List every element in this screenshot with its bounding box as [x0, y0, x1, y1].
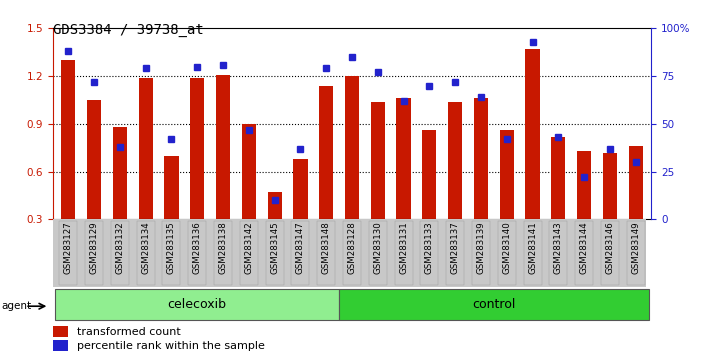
Text: control: control: [472, 298, 515, 311]
Bar: [422, 130, 436, 267]
FancyBboxPatch shape: [498, 221, 516, 285]
Bar: [551, 137, 565, 267]
Bar: [56, 289, 339, 320]
Text: GSM283139: GSM283139: [477, 222, 486, 274]
FancyBboxPatch shape: [265, 221, 284, 285]
Text: GSM283133: GSM283133: [425, 222, 434, 274]
Bar: [61, 60, 75, 267]
Text: GSM283136: GSM283136: [193, 222, 202, 274]
FancyBboxPatch shape: [291, 221, 310, 285]
Bar: [396, 98, 410, 267]
Bar: [500, 130, 514, 267]
Text: GSM283147: GSM283147: [296, 222, 305, 274]
Text: transformed count: transformed count: [77, 327, 180, 337]
Bar: [53, 340, 68, 352]
Bar: [139, 78, 153, 267]
Bar: [241, 124, 256, 267]
Text: GSM283129: GSM283129: [89, 222, 99, 274]
FancyBboxPatch shape: [575, 221, 593, 285]
Text: GSM283145: GSM283145: [270, 222, 279, 274]
Text: GSM283142: GSM283142: [244, 222, 253, 274]
Bar: [629, 146, 643, 267]
Text: GSM283146: GSM283146: [605, 222, 615, 274]
Text: agent: agent: [1, 301, 32, 311]
FancyBboxPatch shape: [343, 221, 361, 285]
Bar: [294, 159, 308, 267]
FancyBboxPatch shape: [214, 221, 232, 285]
Bar: [319, 86, 333, 267]
Bar: [345, 76, 359, 267]
Text: GSM283130: GSM283130: [373, 222, 382, 274]
Text: GSM283135: GSM283135: [167, 222, 176, 274]
Text: GSM283140: GSM283140: [502, 222, 511, 274]
Bar: [577, 151, 591, 267]
FancyBboxPatch shape: [549, 221, 567, 285]
Bar: [525, 49, 540, 267]
Text: GSM283137: GSM283137: [451, 222, 460, 274]
Text: GSM283138: GSM283138: [218, 222, 227, 274]
Bar: [371, 102, 385, 267]
FancyBboxPatch shape: [188, 221, 206, 285]
FancyBboxPatch shape: [59, 221, 77, 285]
Bar: [339, 289, 648, 320]
FancyBboxPatch shape: [394, 221, 413, 285]
Bar: [268, 193, 282, 267]
FancyBboxPatch shape: [240, 221, 258, 285]
FancyBboxPatch shape: [524, 221, 541, 285]
Text: GSM283127: GSM283127: [64, 222, 73, 274]
FancyBboxPatch shape: [472, 221, 490, 285]
Bar: [113, 127, 127, 267]
Bar: [603, 153, 617, 267]
Bar: [448, 102, 463, 267]
FancyBboxPatch shape: [446, 221, 464, 285]
Bar: [87, 100, 101, 267]
FancyBboxPatch shape: [137, 221, 155, 285]
Text: GSM283128: GSM283128: [348, 222, 356, 274]
Text: celecoxib: celecoxib: [168, 298, 227, 311]
Text: GSM283149: GSM283149: [631, 222, 640, 274]
FancyBboxPatch shape: [369, 221, 386, 285]
FancyBboxPatch shape: [420, 221, 439, 285]
Bar: [164, 156, 179, 267]
Bar: [216, 74, 230, 267]
Text: GDS3384 / 39738_at: GDS3384 / 39738_at: [53, 23, 203, 37]
FancyBboxPatch shape: [111, 221, 129, 285]
Bar: [190, 78, 204, 267]
FancyBboxPatch shape: [601, 221, 619, 285]
Text: GSM283143: GSM283143: [554, 222, 562, 274]
FancyBboxPatch shape: [163, 221, 180, 285]
Text: GSM283131: GSM283131: [399, 222, 408, 274]
Text: GSM283134: GSM283134: [142, 222, 150, 274]
Text: GSM283141: GSM283141: [528, 222, 537, 274]
FancyBboxPatch shape: [318, 221, 335, 285]
Text: GSM283132: GSM283132: [115, 222, 125, 274]
Bar: [53, 326, 68, 337]
FancyBboxPatch shape: [85, 221, 103, 285]
Text: percentile rank within the sample: percentile rank within the sample: [77, 341, 265, 351]
Text: GSM283148: GSM283148: [322, 222, 331, 274]
Text: GSM283144: GSM283144: [579, 222, 589, 274]
FancyBboxPatch shape: [627, 221, 645, 285]
Bar: [474, 98, 488, 267]
